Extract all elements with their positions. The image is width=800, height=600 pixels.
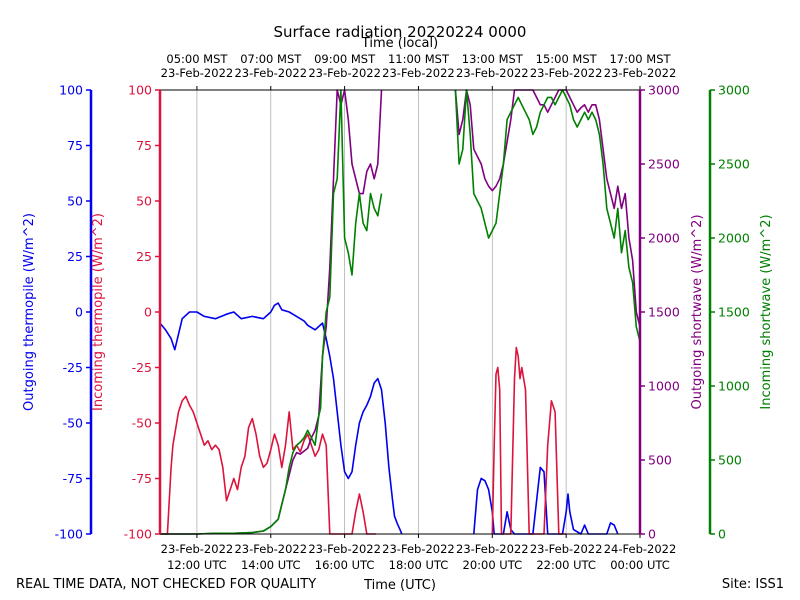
ytick-label-in_thermo-100: 100 xyxy=(128,83,152,98)
xtick-bottom-time-16: 16:00 UTC xyxy=(315,558,375,572)
ytick-label-in_thermo--50: -50 xyxy=(132,416,152,431)
xtick-top-time-16: 09:00 MST xyxy=(314,52,376,66)
yaxis-label-out_sw: Outgoing shortwave (W/m^2) xyxy=(690,214,705,409)
ytick-label-out_sw-1500: 1500 xyxy=(648,305,680,320)
xtick-bottom-date-14: 23-Feb-2022 xyxy=(234,542,307,556)
series-incoming-thermopile-afternoon xyxy=(491,346,567,535)
ytick-label-out_sw-3000: 3000 xyxy=(648,83,680,98)
xtick-top-time-14: 07:00 MST xyxy=(240,52,302,66)
ytick-label-out_sw-0: 0 xyxy=(648,527,656,542)
ytick-label-out_sw-500: 500 xyxy=(648,453,672,468)
series-outgoing-thermopile-afternoon xyxy=(473,466,619,535)
yaxis-label-in_sw: Incoming shortwave (W/m^2) xyxy=(759,214,774,409)
top-axis-label: Time (local) xyxy=(361,36,438,51)
ytick-label-out_thermo--50: -50 xyxy=(63,416,83,431)
ytick-label-in_thermo--75: -75 xyxy=(132,471,152,486)
series-outgoing-shortwave-afternoon xyxy=(454,89,641,327)
xtick-top-time-20: 13:00 MST xyxy=(462,52,524,66)
xtick-bottom-time-24: 00:00 UTC xyxy=(610,558,670,572)
ytick-label-in_thermo--100: -100 xyxy=(124,527,152,542)
xtick-top-time-12: 05:00 MST xyxy=(166,52,228,66)
xtick-bottom-date-16: 23-Feb-2022 xyxy=(308,542,381,556)
xtick-top-date-20: 23-Feb-2022 xyxy=(456,66,529,80)
ytick-label-out_sw-2500: 2500 xyxy=(648,157,680,172)
bottom-axis-label: Time (UTC) xyxy=(363,578,436,593)
xtick-bottom-date-22: 23-Feb-2022 xyxy=(530,542,603,556)
ytick-label-in_thermo-75: 75 xyxy=(136,138,152,153)
ytick-label-in_sw-500: 500 xyxy=(718,453,742,468)
ytick-label-out_thermo-25: 25 xyxy=(67,249,83,264)
xtick-bottom-date-18: 23-Feb-2022 xyxy=(382,542,455,556)
ytick-label-in_thermo-25: 25 xyxy=(136,249,152,264)
xtick-top-date-22: 23-Feb-2022 xyxy=(530,66,603,80)
series-outgoing-thermopile xyxy=(159,302,403,535)
series-incoming-shortwave-afternoon xyxy=(454,89,641,342)
ytick-label-in_sw-2000: 2000 xyxy=(718,231,750,246)
yaxis-label-out_thermo: Outgoing thermopile (W/m^2) xyxy=(22,213,37,411)
ytick-label-out_sw-2000: 2000 xyxy=(648,231,680,246)
xtick-bottom-date-12: 23-Feb-2022 xyxy=(161,542,234,556)
xtick-top-date-16: 23-Feb-2022 xyxy=(308,66,381,80)
xtick-bottom-time-22: 22:00 UTC xyxy=(536,558,596,572)
ytick-label-out_thermo--25: -25 xyxy=(63,360,83,375)
ytick-label-out_thermo-100: 100 xyxy=(59,83,83,98)
ytick-label-out_thermo--100: -100 xyxy=(55,527,83,542)
vertical-gridlines xyxy=(196,90,567,534)
quality-notice: REAL TIME DATA, NOT CHECKED FOR QUALITY xyxy=(16,577,316,592)
ytick-label-in_sw-1500: 1500 xyxy=(718,305,750,320)
xtick-bottom-date-20: 23-Feb-2022 xyxy=(456,542,529,556)
xtick-top-time-22: 15:00 MST xyxy=(536,52,598,66)
series-incoming-shortwave xyxy=(160,89,383,535)
xtick-top-date-18: 23-Feb-2022 xyxy=(382,66,455,80)
xtick-bottom-time-14: 14:00 UTC xyxy=(241,558,301,572)
xtick-top-date-24: 23-Feb-2022 xyxy=(604,66,677,80)
ytick-label-out_thermo--75: -75 xyxy=(63,471,83,486)
y-axes: -100 -75 -50 -25 0 25 50 75 100 Outgoing thermopi… xyxy=(22,83,774,542)
plot-frame xyxy=(160,89,640,535)
xtick-bottom-time-20: 20:00 UTC xyxy=(463,558,523,572)
xtick-bottom-time-18: 18:00 UTC xyxy=(389,558,449,572)
plot-lines xyxy=(159,89,641,535)
ytick-label-in_sw-2500: 2500 xyxy=(718,157,750,172)
ytick-label-in_sw-0: 0 xyxy=(718,527,726,542)
xtick-top-time-24: 17:00 MST xyxy=(609,52,671,66)
ytick-label-out_thermo-0: 0 xyxy=(75,305,83,320)
site-label: Site: ISS1 xyxy=(722,577,784,592)
ytick-label-in_sw-1000: 1000 xyxy=(718,379,750,394)
ytick-label-out_sw-1000: 1000 xyxy=(648,379,680,394)
ytick-label-in_sw-3000: 3000 xyxy=(718,83,750,98)
ytick-label-out_thermo-75: 75 xyxy=(67,138,83,153)
xtick-top-time-18: 11:00 MST xyxy=(388,52,450,66)
chart-title: Surface radiation 20220224 0000 xyxy=(274,23,527,41)
ytick-label-in_thermo--25: -25 xyxy=(132,360,152,375)
yaxis-label-in_thermo: Incoming thermopile (W/m^2) xyxy=(91,213,106,411)
xtick-top-date-14: 23-Feb-2022 xyxy=(234,66,307,80)
ytick-label-in_thermo-0: 0 xyxy=(144,305,152,320)
xtick-bottom-date-24: 24-Feb-2022 xyxy=(604,542,677,556)
ytick-label-out_thermo-50: 50 xyxy=(67,194,83,209)
ytick-label-in_thermo-50: 50 xyxy=(136,194,152,209)
xtick-bottom-time-12: 12:00 UTC xyxy=(167,558,227,572)
x-ticks: 23-Feb-2022 12:00 UTC 23-Feb-2022 14:00 UTC… xyxy=(161,52,677,572)
xtick-top-date-12: 23-Feb-2022 xyxy=(161,66,234,80)
